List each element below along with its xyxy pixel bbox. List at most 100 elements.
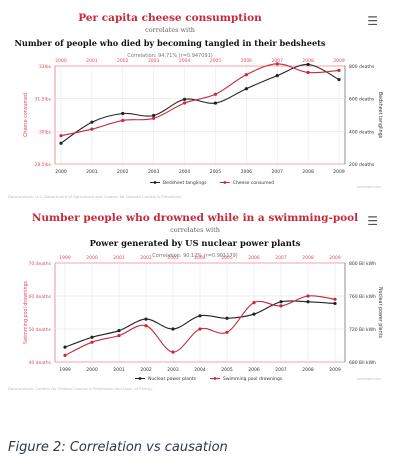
series-point-2 xyxy=(121,118,125,123)
right-tick-label: 760 Bil kWh xyxy=(349,294,376,300)
left-tick-label: 31.5lbs xyxy=(35,97,52,103)
bottom-x-tick-label: 2003 xyxy=(167,367,179,373)
hamburger-menu-icon[interactable]: ☰ xyxy=(367,214,378,228)
series-point-2 xyxy=(117,334,121,338)
series-point-2 xyxy=(59,134,63,138)
left-tick-label: 70 deaths xyxy=(29,261,52,267)
bottom-x-tick-label: 2004 xyxy=(179,169,191,175)
right-tick-label: 200 deaths xyxy=(349,162,375,168)
hamburger-menu-icon[interactable]: ☰ xyxy=(367,14,378,28)
data-source: Data sources: Centers for Disease Contro… xyxy=(8,386,153,391)
bottom-x-tick-label: 2001 xyxy=(113,367,125,373)
bottom-x-tick-label: 2000 xyxy=(55,169,67,175)
top-x-tick-label: 2006 xyxy=(248,255,260,261)
bottom-x-tick-label: 2008 xyxy=(302,169,314,175)
top-x-tick-label: 2002 xyxy=(140,255,152,261)
series-line-2 xyxy=(60,63,340,137)
bottom-x-tick-label: 2008 xyxy=(302,367,314,373)
series-point-1 xyxy=(59,141,63,145)
series-point-1 xyxy=(225,316,229,320)
series-point-1 xyxy=(90,120,94,124)
top-x-tick-label: 2002 xyxy=(117,58,129,64)
series-point-2 xyxy=(213,92,218,96)
bottom-x-tick-label: 2002 xyxy=(140,367,152,373)
series-point-1 xyxy=(306,62,310,67)
top-x-tick-label: 2005 xyxy=(210,58,222,64)
series-point-2 xyxy=(275,62,279,66)
series-point-1 xyxy=(337,77,341,82)
right-tick-label: 680 Bil kWh xyxy=(349,360,376,366)
series-line-1 xyxy=(60,63,340,144)
right-tick-label: 400 deaths xyxy=(349,129,375,135)
top-x-tick-label: 2009 xyxy=(329,255,341,261)
series-point-2 xyxy=(333,297,337,301)
bottom-x-tick-label: 1999 xyxy=(59,367,71,373)
bottom-x-tick-label: 2006 xyxy=(248,367,260,373)
bottom-x-tick-label: 2006 xyxy=(241,169,253,175)
top-x-tick-label: 2001 xyxy=(86,58,98,64)
series-point-1 xyxy=(198,314,202,318)
series-point-1 xyxy=(333,301,337,306)
series-point-1 xyxy=(63,345,67,349)
top-x-tick-label: 2008 xyxy=(302,58,314,64)
top-x-tick-label: 2004 xyxy=(194,255,206,261)
right-tick-label: 720 Bil kWh xyxy=(349,327,376,333)
top-x-tick-label: 2003 xyxy=(148,58,160,64)
series-point-1 xyxy=(213,101,218,105)
chart-svg: Per capita cheese consumption correlates … xyxy=(8,12,383,199)
left-tick-label: 50 deaths xyxy=(29,327,52,333)
series-point-2 xyxy=(252,301,256,305)
right-tick-label: 800 deaths xyxy=(349,64,375,70)
series-point-1 xyxy=(244,87,248,91)
bottom-x-tick-label: 2002 xyxy=(117,169,129,175)
chart-svg: Number people who drowned while in a swi… xyxy=(8,212,383,391)
bottom-x-tick-label: 2004 xyxy=(194,367,206,373)
series-point-2 xyxy=(152,116,156,120)
right-axis-title: Bedsheet tanglings xyxy=(377,92,383,139)
series-point-2 xyxy=(198,327,202,331)
series-point-1 xyxy=(117,329,121,333)
series-point-1 xyxy=(152,113,156,118)
series-point-1 xyxy=(182,97,187,101)
left-tick-label: 28.5lbs xyxy=(35,162,52,168)
top-x-tick-label: 2009 xyxy=(333,58,345,64)
series-point-2 xyxy=(244,73,248,77)
legend-marker xyxy=(138,377,142,380)
left-tick-label: 60 deaths xyxy=(29,294,52,300)
legend-label: Nuclear power plants xyxy=(148,376,197,382)
legend-label: Cheese consumed xyxy=(233,180,275,186)
legend-label: Swimming pool drownings xyxy=(223,376,283,382)
series-point-2 xyxy=(90,340,94,344)
chart-title: Number people who drowned while in a swi… xyxy=(32,212,358,224)
chart-connector: correlates with xyxy=(170,226,220,234)
right-tick-label: 800 Bil kWh xyxy=(349,261,376,267)
top-x-tick-label: 2000 xyxy=(55,58,67,64)
credit-label: tylervigen.com xyxy=(357,185,381,189)
series-point-1 xyxy=(121,111,125,116)
bottom-x-tick-label: 2009 xyxy=(333,169,345,175)
chart-subtitle: Number of people who died by becoming ta… xyxy=(14,38,325,48)
chart-correlation: Correlation: 94.71% (r=0.947091) xyxy=(127,53,213,59)
top-x-tick-label: 2006 xyxy=(241,58,253,64)
top-x-tick-label: 2004 xyxy=(179,58,191,64)
chart-drownings-nuclear: ☰ Number people who drowned while in a s… xyxy=(0,208,400,418)
series-point-1 xyxy=(144,317,148,321)
series-point-1 xyxy=(171,327,175,331)
bottom-x-tick-label: 2005 xyxy=(221,367,233,373)
bottom-x-tick-label: 2009 xyxy=(329,367,341,373)
bottom-x-tick-label: 2003 xyxy=(148,169,160,175)
series-point-2 xyxy=(225,330,229,334)
left-axis-title: Swimming pool drownings xyxy=(23,280,29,344)
series-point-2 xyxy=(306,294,310,298)
figure-caption: Figure 2: Correlation vs causation xyxy=(8,440,228,455)
series-point-2 xyxy=(90,127,94,131)
bottom-x-tick-label: 2005 xyxy=(210,169,222,175)
data-source: Data sources: U.S. Department of Agricul… xyxy=(8,194,182,199)
top-x-tick-label: 2008 xyxy=(302,255,314,261)
top-x-tick-label: 1999 xyxy=(59,255,71,261)
series-point-2 xyxy=(279,304,283,308)
right-axis-title: Nuclear power plants xyxy=(377,287,383,339)
bottom-x-tick-label: 2000 xyxy=(86,367,98,373)
series-point-1 xyxy=(252,312,256,316)
series-point-2 xyxy=(306,70,310,75)
